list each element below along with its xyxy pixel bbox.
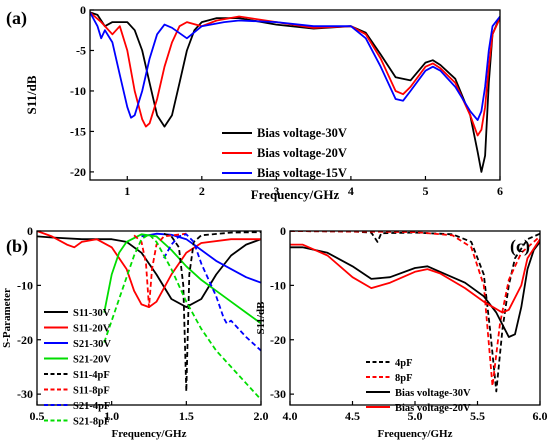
chart-panel-0: 1 2 3 4 5 6 0 -5 -10 -15 -20 Frequency/GHz S11/dB (a)… xyxy=(6,3,503,202)
legend-entry: Bias voltage-15V xyxy=(257,166,347,180)
x-tick-label: 4 xyxy=(348,184,354,198)
panel-label: (c) xyxy=(510,236,530,257)
legend-entry: S11-8pF xyxy=(73,386,110,397)
y-tick-label: -20 xyxy=(17,333,33,347)
y-tick-label: -20 xyxy=(70,165,86,179)
x-tick-label: 1.5 xyxy=(179,409,194,423)
series-line-bias-voltage-30v xyxy=(90,11,500,173)
x-tick-label: 2 xyxy=(199,184,205,198)
panel-label: (b) xyxy=(6,236,28,257)
y-tick-label: -20 xyxy=(270,333,286,347)
x-tick-label: 1.0 xyxy=(104,409,119,423)
legend-entry: Bias voltage-30V xyxy=(257,126,347,140)
y-tick-label: -10 xyxy=(70,84,86,98)
y-tick-label: 0 xyxy=(80,3,86,17)
legend-entry: S21-20V xyxy=(73,355,111,366)
x-tick-label: 5.5 xyxy=(470,409,485,423)
x-tick-label: 5 xyxy=(422,184,428,198)
series-line-s11-4pf xyxy=(163,231,261,393)
legend-entry: Bias voltage-20V xyxy=(257,146,347,160)
legend-entry: 4pF xyxy=(395,358,413,369)
legend-entry: S21-8pF xyxy=(73,417,110,428)
x-tick-label: 3 xyxy=(273,184,279,198)
legend-entry: S11-30V xyxy=(73,308,111,319)
x-axis-label: Frequency/GHz xyxy=(251,187,340,202)
x-axis-label: Frequency/GHz xyxy=(378,428,453,440)
legend-entry: 8pF xyxy=(395,373,413,384)
x-axis-label: Frequency/GHz xyxy=(112,428,187,440)
series-line-bias-voltage-20v xyxy=(90,11,500,137)
legend: 4pF 8pF Bias voltage-30V Bias voltage-20V xyxy=(366,358,471,414)
series-line-s11-8pf xyxy=(133,232,187,308)
series-line-bias-voltage-30v xyxy=(290,241,540,338)
plot-frame xyxy=(89,9,501,181)
y-tick-label: 0 xyxy=(280,224,286,238)
series-line-s21-8pf xyxy=(103,233,261,401)
series-line-bias-voltage-15v xyxy=(90,11,500,121)
x-tick-label: 6.0 xyxy=(533,409,548,423)
plot-frame xyxy=(289,230,541,406)
legend-entry: Bias voltage-20V xyxy=(395,403,471,414)
y-tick-label: -30 xyxy=(17,387,33,401)
x-tick-label: 0.5 xyxy=(30,409,45,423)
legend-entry: S11-4pF xyxy=(73,370,110,381)
x-tick-label: 5.0 xyxy=(408,409,423,423)
legend-entry: S21-4pF xyxy=(73,401,110,412)
y-axis-label: S-Parameter xyxy=(1,288,13,348)
y-tick-label: -5 xyxy=(76,43,86,57)
series-line-s21-20v xyxy=(103,233,261,325)
series-line-s21-30v xyxy=(141,232,261,284)
y-tick-label: 0 xyxy=(27,224,33,238)
y-tick-label: -30 xyxy=(270,387,286,401)
x-tick-label: 2.0 xyxy=(254,409,269,423)
y-tick-label: -10 xyxy=(270,278,286,292)
x-tick-label: 4.5 xyxy=(345,409,360,423)
y-tick-label: -15 xyxy=(70,124,86,138)
legend-entry: Bias voltage-30V xyxy=(395,388,471,399)
series-line-s21-4pf xyxy=(163,233,261,352)
chart-panel-1: 0.5 1.0 1.5 2.0 0 -10 -20 -30 Frequency/GHz S-Par… xyxy=(1,224,269,440)
x-tick-label: 4.0 xyxy=(283,409,298,423)
y-axis-label: S11/dB xyxy=(24,75,39,114)
legend-entry: S11-20V xyxy=(73,324,111,335)
plot-frame xyxy=(36,230,262,406)
chart-panel-2: 4.0 4.5 5.0 5.5 6.0 0 -10 -20 -30 Frequency/GHz S1… xyxy=(255,224,548,440)
legend: Bias voltage-30V Bias voltage-20V Bias vol… xyxy=(222,126,347,180)
series-line-bias-voltage-20v xyxy=(290,238,540,314)
x-tick-label: 6 xyxy=(497,184,503,198)
legend: S11-30V S11-20V S21-30V S21-20V S11-4pF S11-8… xyxy=(44,308,111,428)
x-tick-label: 1 xyxy=(124,184,130,198)
y-axis-label: S11/dB xyxy=(255,301,267,335)
y-tick-label: -10 xyxy=(17,278,33,292)
series-line-8pf xyxy=(290,231,540,387)
series-line-s11-20v xyxy=(37,231,261,308)
legend-entry: S21-30V xyxy=(73,339,111,350)
panel-label: (a) xyxy=(6,8,27,29)
